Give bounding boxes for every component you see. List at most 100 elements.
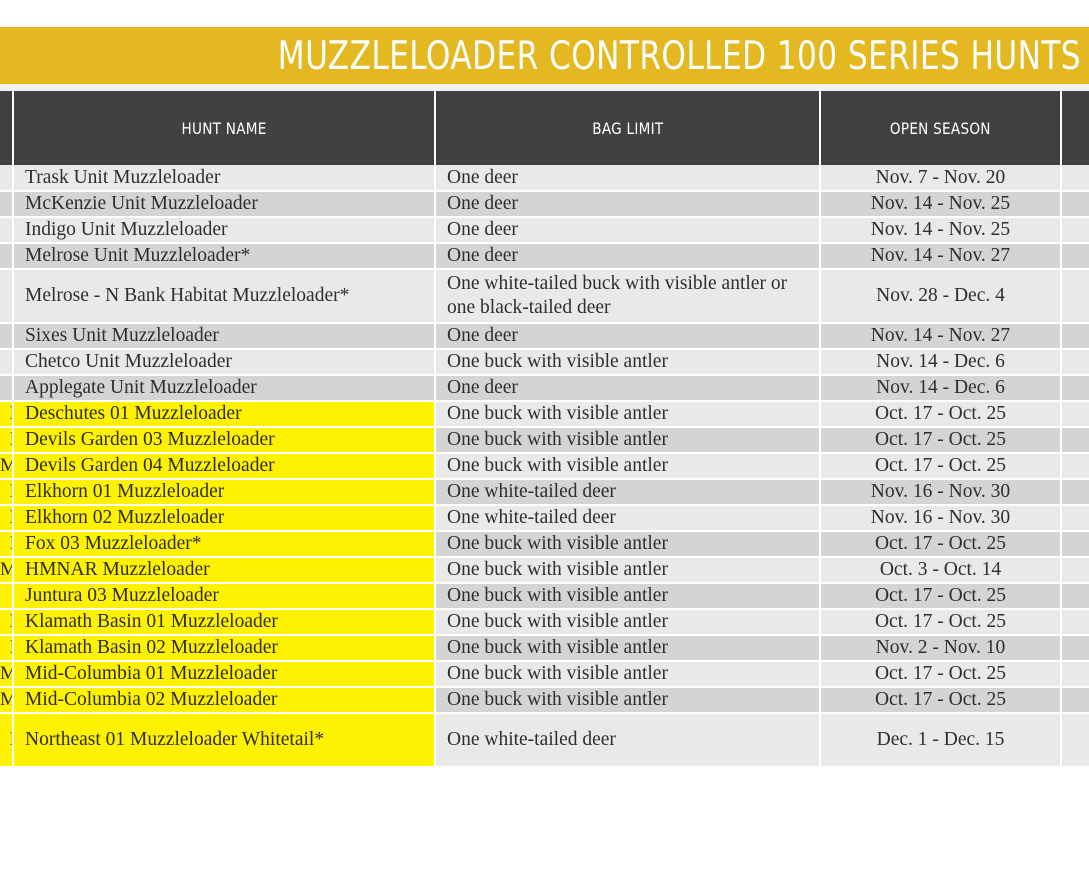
open-season-cell: Nov. 14 - Nov. 25 <box>820 191 1062 218</box>
bag-limit-cell: One white-tailed deer <box>435 505 821 532</box>
hunt-marker: M <box>0 662 11 685</box>
header-bag-limit: BAG LIMIT <box>435 91 821 165</box>
hunt-marker-cell <box>0 243 14 270</box>
table-body: Trask Unit Muzzleloader One deer Nov. 7 - … <box>0 165 1089 768</box>
extra-column-cell <box>1061 191 1089 218</box>
extra-column-cell <box>1061 531 1089 558</box>
extra-column-cell <box>1061 557 1089 584</box>
hunt-name-cell: Mid-Columbia 02 Muzzleloader <box>13 687 436 714</box>
hunt-name-cell: McKenzie Unit Muzzleloader <box>13 191 436 218</box>
hunt-marker: I <box>10 402 11 425</box>
top-margin <box>0 0 1089 27</box>
hunts-table: HUNT NAME BAG LIMIT OPEN SEASON Trask Un… <box>0 91 1089 768</box>
hunt-name-cell: Northeast 01 Muzzleloader Whitetail* <box>13 713 436 768</box>
open-season-cell: Nov. 14 - Nov. 27 <box>820 243 1062 270</box>
open-season-cell: Oct. 17 - Oct. 25 <box>820 427 1062 454</box>
hunt-marker: I <box>10 610 11 633</box>
hunt-marker-cell: M <box>0 453 14 480</box>
extra-column-cell <box>1061 479 1089 506</box>
hunts-table-container: HUNT NAME BAG LIMIT OPEN SEASON Trask Un… <box>0 91 1089 768</box>
hunt-name-cell: Melrose Unit Muzzleloader* <box>13 243 436 270</box>
hunt-marker: I <box>10 480 11 503</box>
open-season-cell: Oct. 17 - Oct. 25 <box>820 661 1062 688</box>
extra-column-cell <box>1061 427 1089 454</box>
bag-limit-cell: One white-tailed deer <box>435 479 821 506</box>
header-extra-column <box>1061 91 1089 165</box>
hunt-name-cell: Melrose - N Bank Habitat Muzzleloader* <box>13 269 436 324</box>
bag-limit-cell: One deer <box>435 375 821 402</box>
extra-column-cell <box>1061 375 1089 402</box>
bag-limit-cell: One deer <box>435 191 821 218</box>
table-row: Indigo Unit Muzzleloader One deer Nov. 14 … <box>0 217 1089 244</box>
open-season-cell: Oct. 17 - Oct. 25 <box>820 531 1062 558</box>
hunt-marker-cell <box>0 217 14 244</box>
hunt-name-cell: Fox 03 Muzzleloader* <box>13 531 436 558</box>
hunt-marker: I <box>10 506 11 529</box>
bag-limit-cell: One buck with visible antler <box>435 349 821 376</box>
extra-column-cell <box>1061 453 1089 480</box>
hunt-marker: I <box>10 728 11 752</box>
extra-column-cell <box>1061 165 1089 192</box>
open-season-cell: Nov. 16 - Nov. 30 <box>820 505 1062 532</box>
hunt-marker: M <box>0 558 11 581</box>
extra-column-cell <box>1061 505 1089 532</box>
hunt-marker-cell: I <box>0 635 14 662</box>
hunt-name-cell: Trask Unit Muzzleloader <box>13 165 436 192</box>
hunt-name-cell: Indigo Unit Muzzleloader <box>13 217 436 244</box>
hunt-name-cell: Mid-Columbia 01 Muzzleloader <box>13 661 436 688</box>
hunt-name-cell: HMNAR Muzzleloader <box>13 557 436 584</box>
hunt-marker: M <box>0 688 11 711</box>
bag-limit-cell: One buck with visible antler <box>435 609 821 636</box>
hunt-name-cell: Juntura 03 Muzzleloader <box>13 583 436 610</box>
bag-limit-cell: One buck with visible antler <box>435 453 821 480</box>
open-season-cell: Oct. 17 - Oct. 25 <box>820 401 1062 428</box>
hunt-name-cell: Elkhorn 01 Muzzleloader <box>13 479 436 506</box>
table-row: Trask Unit Muzzleloader One deer Nov. 7 - … <box>0 165 1089 192</box>
hunt-marker-cell: I <box>0 505 14 532</box>
table-row: INortheast 01 Muzzleloader Whitetail*One… <box>0 713 1089 768</box>
hunt-marker-cell <box>0 375 14 402</box>
bag-limit-cell: One buck with visible antler <box>435 531 821 558</box>
extra-column-cell <box>1061 243 1089 270</box>
extra-column-cell <box>1061 687 1089 714</box>
header-hunt-name: HUNT NAME <box>13 91 436 165</box>
extra-column-cell <box>1061 713 1089 768</box>
open-season-cell: Nov. 16 - Nov. 30 <box>820 479 1062 506</box>
hunt-name-cell: Devils Garden 04 Muzzleloader <box>13 453 436 480</box>
table-row: Melrose Unit Muzzleloader* One deer Nov. 1… <box>0 243 1089 270</box>
hunt-marker: I <box>10 532 11 555</box>
hunt-marker-cell: I <box>0 401 14 428</box>
hunt-marker-cell <box>0 323 14 350</box>
bag-limit-cell: One buck with visible antler <box>435 557 821 584</box>
hunt-marker-cell: I <box>0 479 14 506</box>
extra-column-cell <box>1061 609 1089 636</box>
table-row: Applegate Unit Muzzleloader One deer Nov. … <box>0 375 1089 402</box>
bag-limit-cell: One deer <box>435 165 821 192</box>
bag-limit-cell: One deer <box>435 243 821 270</box>
hunt-name-cell: Sixes Unit Muzzleloader <box>13 323 436 350</box>
hunt-marker-cell: M <box>0 661 14 688</box>
bag-limit-cell: One buck with visible antler <box>435 687 821 714</box>
open-season-cell: Nov. 7 - Nov. 20 <box>820 165 1062 192</box>
extra-column-cell <box>1061 661 1089 688</box>
hunt-marker-cell: I <box>0 427 14 454</box>
hunt-name-cell: Applegate Unit Muzzleloader <box>13 375 436 402</box>
table-row: Juntura 03 Muzzleloader One buck with vis… <box>0 583 1089 610</box>
hunt-marker-cell <box>0 191 14 218</box>
hunt-marker-cell <box>0 583 14 610</box>
extra-column-cell <box>1061 583 1089 610</box>
hunt-marker-cell: I <box>0 713 14 768</box>
header-hunt-number <box>0 91 14 165</box>
extra-column-cell <box>1061 269 1089 324</box>
bag-limit-cell: One buck with visible antler <box>435 661 821 688</box>
open-season-cell: Nov. 14 - Dec. 6 <box>820 349 1062 376</box>
hunt-name-cell: Devils Garden 03 Muzzleloader <box>13 427 436 454</box>
bag-limit-cell: One deer <box>435 217 821 244</box>
